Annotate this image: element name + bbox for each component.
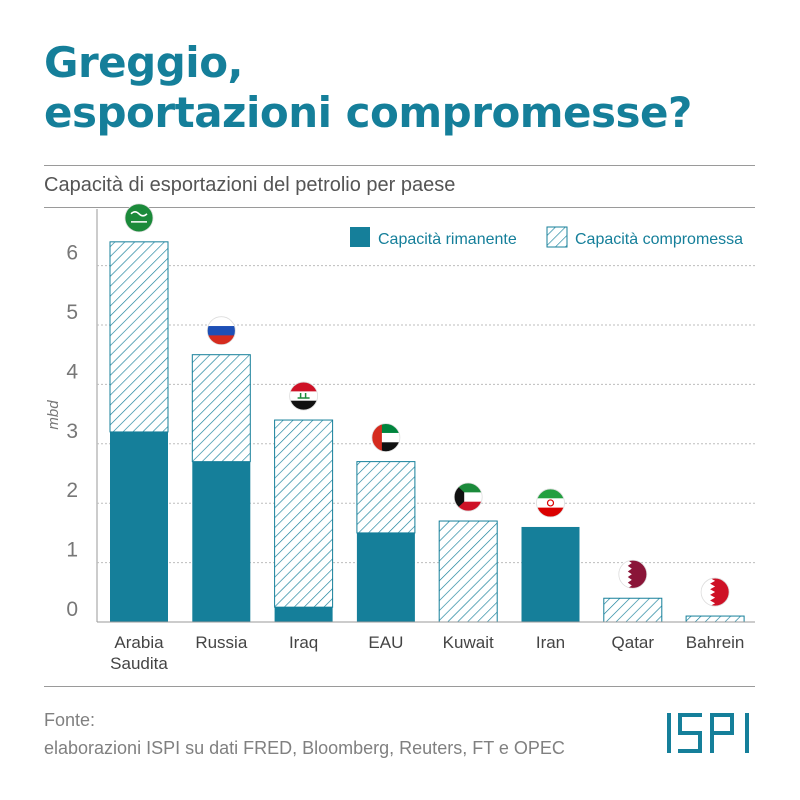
bar-compromised	[109, 241, 169, 433]
saudi-arabia-flag-icon	[124, 203, 154, 233]
x-tick-label: Iran	[536, 633, 565, 652]
title-line-2: esportazioni compromesse?	[44, 88, 692, 137]
y-tick-label: 5	[66, 301, 78, 324]
bahrain-flag-icon	[700, 577, 730, 607]
source-note: Fonte: elaborazioni ISPI su dati FRED, B…	[44, 706, 565, 762]
bar-compromised	[356, 461, 416, 534]
x-tick-label: Kuwait	[443, 633, 494, 652]
bar-compromised	[603, 597, 663, 623]
x-tick-label: Bahrein	[686, 633, 745, 652]
source-text: elaborazioni ISPI su dati FRED, Bloomber…	[44, 738, 565, 758]
ispi-logo	[667, 713, 749, 753]
legend-label-remaining: Capacità rimanente	[378, 231, 517, 248]
bar-remaining	[110, 431, 168, 622]
russia-flag-icon	[206, 316, 236, 346]
chart-subtitle: Capacità di esportazioni del petrolio pe…	[44, 174, 456, 196]
legend-swatch-remaining	[350, 227, 370, 247]
bar-remaining	[274, 607, 333, 622]
x-tick-label: Iraq	[289, 633, 318, 652]
legend-swatch-compromised	[546, 226, 568, 248]
x-tick-label: Arabia Saudita	[110, 633, 168, 673]
top-divider	[44, 165, 755, 166]
bar-remaining	[192, 461, 251, 622]
uae-flag-icon	[371, 423, 401, 453]
kuwait-flag-icon	[453, 482, 483, 512]
title-line-1: Greggio,	[44, 38, 244, 87]
x-tick-label: EAU	[368, 633, 403, 652]
y-axis-label: mbd	[45, 400, 62, 430]
qatar-flag-icon	[618, 559, 648, 589]
subtitle-divider	[44, 207, 755, 208]
bar-compromised	[685, 615, 745, 623]
bar-compromised	[191, 354, 251, 463]
y-tick-label: 6	[66, 242, 78, 265]
bar-remaining	[356, 532, 415, 622]
x-tick-label: Russia	[195, 633, 248, 652]
iran-flag-icon	[536, 488, 565, 518]
x-tick-label: Qatar	[612, 633, 655, 652]
source-label: Fonte:	[44, 710, 96, 730]
y-tick-label: 3	[66, 420, 78, 443]
bar-compromised	[274, 419, 334, 608]
bar-remaining	[521, 526, 580, 622]
chart-title: Greggio, esportazioni compromesse?	[44, 38, 692, 138]
y-tick-label: 0	[66, 598, 78, 621]
bottom-divider	[44, 686, 755, 687]
y-tick-label: 4	[66, 360, 78, 383]
iraq-flag-icon	[289, 381, 319, 411]
bar-compromised	[438, 520, 498, 623]
legend-label-compromised: Capacità compromessa	[575, 231, 743, 248]
y-tick-label: 2	[66, 479, 78, 502]
y-tick-label: 1	[66, 539, 78, 562]
